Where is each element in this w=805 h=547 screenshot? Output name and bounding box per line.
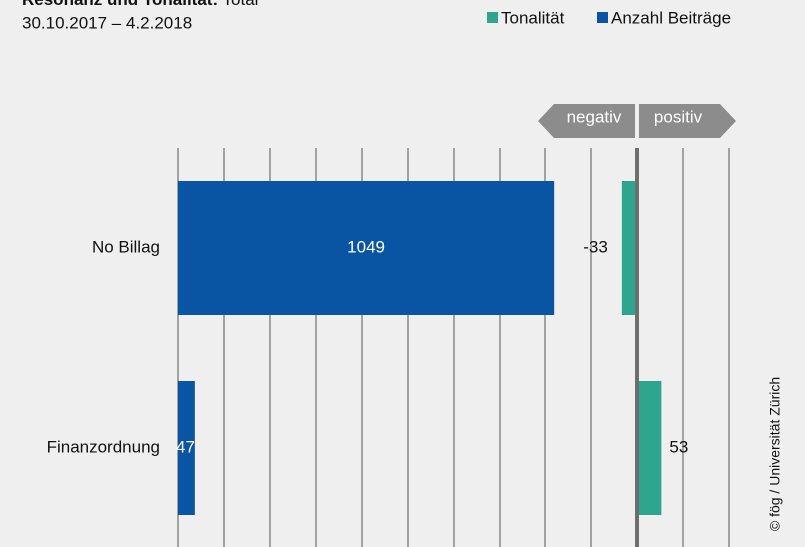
count-bar xyxy=(178,381,195,515)
chart-title: Resonanz und Tonalität: Total xyxy=(22,0,258,9)
legend-label: Tonalität xyxy=(501,8,565,27)
category-label: No Billag xyxy=(92,237,160,256)
value-label: 47 xyxy=(176,437,195,456)
positive-badge xyxy=(639,104,736,138)
count-bar xyxy=(178,181,555,315)
title-note: Total xyxy=(223,0,259,9)
category-label: Finanzordnung xyxy=(47,437,160,456)
value-label: 1049 xyxy=(347,237,385,256)
chart-subtitle: 30.10.2017 – 4.2.2018 xyxy=(22,13,192,32)
positive-label: positiv xyxy=(654,107,703,126)
negative-badge xyxy=(538,104,635,138)
value-label: -33 xyxy=(583,237,608,256)
negative-label: negativ xyxy=(567,107,622,126)
legend-swatch xyxy=(487,12,498,23)
tonality-bar xyxy=(637,381,662,515)
title-bold: Resonanz und Tonalität: xyxy=(22,0,218,9)
value-label: 53 xyxy=(669,437,688,456)
legend-label: Anzahl Beiträge xyxy=(611,8,731,27)
credit: © fög / Universität Zürich xyxy=(767,377,783,531)
legend-swatch xyxy=(597,12,608,23)
tonality-bar xyxy=(621,181,637,315)
